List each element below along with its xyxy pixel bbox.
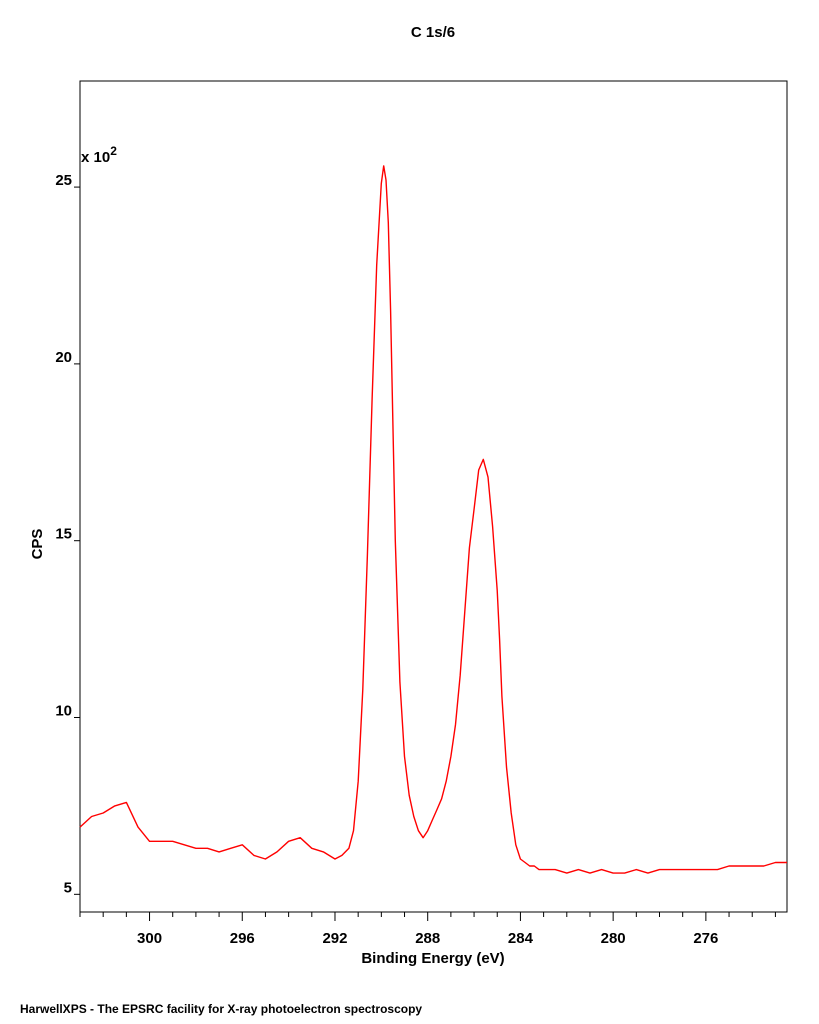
y-multiplier-exponent: 2 [110, 144, 117, 158]
x-tick-label: 288 [415, 930, 440, 947]
spectrum-line [79, 165, 787, 874]
y-axis-label: CPS [29, 529, 46, 560]
plot-area-frame [79, 80, 788, 913]
x-axis: 300 296 292 288 284 280 276 [79, 912, 776, 947]
x-tick-label: 300 [137, 930, 162, 947]
y-tick-label: 25 [55, 172, 72, 189]
y-multiplier-label: x 102 [81, 144, 117, 166]
chart-title: C 1s/6 [411, 24, 455, 41]
y-tick-label: 5 [64, 879, 72, 896]
y-tick-label: 10 [55, 703, 72, 720]
xps-spectrum-chart: C 1s/6 5 10 15 20 25 300 296 292 288 284 280 276 x… [29, 24, 788, 967]
y-tick-label: 15 [55, 526, 72, 543]
x-tick-label: 292 [322, 930, 347, 947]
footer-credit: HarwellXPS - The EPSRC facility for X-ra… [20, 1002, 423, 1016]
y-multiplier-base: x 10 [81, 149, 110, 166]
x-tick-label: 280 [601, 930, 626, 947]
y-axis: 5 10 15 20 25 [55, 172, 80, 896]
x-tick-label: 296 [230, 930, 255, 947]
x-axis-label: Binding Energy (eV) [361, 950, 504, 967]
x-tick-label: 284 [508, 930, 534, 947]
x-tick-label: 276 [693, 930, 718, 947]
y-tick-label: 20 [55, 349, 72, 366]
